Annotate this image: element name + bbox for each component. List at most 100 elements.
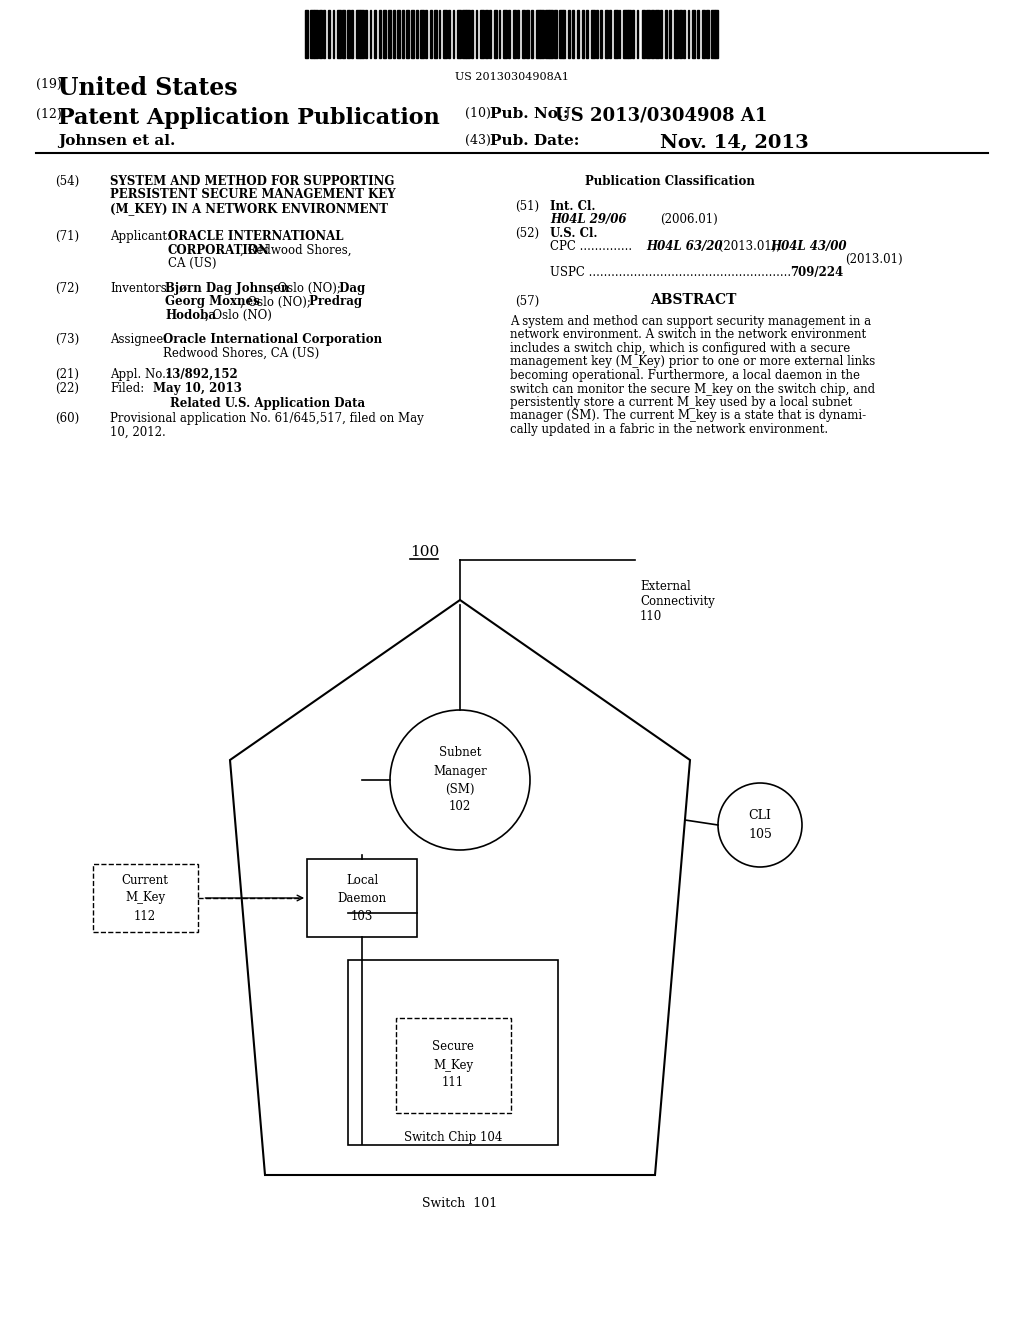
Bar bbox=[651, 11, 654, 58]
Text: May 10, 2013: May 10, 2013 bbox=[153, 381, 242, 395]
Text: Local
Daemon
103: Local Daemon 103 bbox=[338, 874, 387, 923]
Bar bbox=[471, 11, 473, 58]
Bar bbox=[438, 11, 440, 58]
Text: Appl. No.:: Appl. No.: bbox=[110, 368, 170, 381]
Text: US 2013/0304908 A1: US 2013/0304908 A1 bbox=[555, 107, 767, 125]
Bar bbox=[383, 11, 386, 58]
Text: (51): (51) bbox=[515, 201, 539, 213]
Bar bbox=[637, 11, 638, 58]
Text: CA (US): CA (US) bbox=[168, 257, 216, 271]
Text: (52): (52) bbox=[515, 227, 539, 240]
Text: U.S. Cl.: U.S. Cl. bbox=[550, 227, 597, 240]
Text: 100: 100 bbox=[410, 545, 439, 558]
Text: (10): (10) bbox=[465, 107, 490, 120]
Text: Applicant:: Applicant: bbox=[110, 230, 171, 243]
Text: Related U.S. Application Data: Related U.S. Application Data bbox=[170, 397, 366, 411]
Bar bbox=[679, 11, 682, 58]
Text: USPC ......................................................: USPC ...................................… bbox=[550, 267, 795, 279]
Text: Publication Classification: Publication Classification bbox=[585, 176, 755, 187]
Text: , Oslo (NO);: , Oslo (NO); bbox=[270, 282, 341, 294]
Text: Nov. 14, 2013: Nov. 14, 2013 bbox=[660, 135, 809, 152]
Bar bbox=[541, 11, 544, 58]
Bar bbox=[609, 11, 611, 58]
Bar bbox=[554, 11, 557, 58]
Text: Hodoba: Hodoba bbox=[165, 309, 216, 322]
Bar bbox=[480, 11, 483, 58]
Bar bbox=[351, 11, 352, 58]
Text: Provisional application No. 61/645,517, filed on May: Provisional application No. 61/645,517, … bbox=[110, 412, 424, 425]
Bar bbox=[508, 11, 510, 58]
Text: (2013.01): (2013.01) bbox=[845, 253, 902, 267]
Text: management key (M_Key) prior to one or more external links: management key (M_Key) prior to one or m… bbox=[510, 355, 876, 368]
Bar bbox=[457, 11, 462, 58]
Bar bbox=[711, 11, 715, 58]
Bar bbox=[453, 11, 454, 58]
Bar bbox=[346, 11, 350, 58]
Bar bbox=[716, 11, 718, 58]
Bar bbox=[628, 11, 632, 58]
Bar bbox=[374, 11, 376, 58]
Bar bbox=[401, 11, 403, 58]
Bar bbox=[307, 859, 417, 937]
Bar bbox=[411, 11, 414, 58]
Bar bbox=[475, 11, 477, 58]
Text: ORACLE INTERNATIONAL: ORACLE INTERNATIONAL bbox=[168, 230, 343, 243]
Bar bbox=[324, 11, 326, 58]
Text: , Redwood Shores,: , Redwood Shores, bbox=[240, 243, 351, 256]
Text: (57): (57) bbox=[515, 294, 540, 308]
Bar bbox=[484, 11, 487, 58]
Bar bbox=[503, 11, 507, 58]
Text: Current
M_Key
112: Current M_Key 112 bbox=[122, 874, 168, 923]
Text: (2006.01): (2006.01) bbox=[660, 213, 718, 226]
Text: (60): (60) bbox=[55, 412, 79, 425]
Text: H04L 43/00: H04L 43/00 bbox=[770, 240, 847, 253]
Bar bbox=[707, 11, 710, 58]
Text: cally updated in a fabric in the network environment.: cally updated in a fabric in the network… bbox=[510, 422, 828, 436]
Bar bbox=[342, 11, 345, 58]
Text: (21): (21) bbox=[55, 368, 79, 381]
Bar bbox=[563, 11, 565, 58]
Text: (M_KEY) IN A NETWORK ENVIRONMENT: (M_KEY) IN A NETWORK ENVIRONMENT bbox=[110, 202, 388, 215]
Bar bbox=[582, 11, 585, 58]
Bar bbox=[407, 11, 409, 58]
Text: , Oslo (NO): , Oslo (NO) bbox=[205, 309, 272, 322]
Text: H04L 29/06: H04L 29/06 bbox=[550, 213, 627, 226]
Text: SYSTEM AND METHOD FOR SUPPORTING: SYSTEM AND METHOD FOR SUPPORTING bbox=[110, 176, 394, 187]
Bar bbox=[462, 11, 466, 58]
Text: United States: United States bbox=[58, 77, 238, 100]
Text: ABSTRACT: ABSTRACT bbox=[650, 293, 736, 308]
Text: Oracle International Corporation: Oracle International Corporation bbox=[163, 333, 382, 346]
Text: External
Connectivity
110: External Connectivity 110 bbox=[640, 579, 715, 623]
Text: (22): (22) bbox=[55, 381, 79, 395]
Bar bbox=[429, 11, 432, 58]
Bar bbox=[466, 11, 470, 58]
Text: (71): (71) bbox=[55, 230, 79, 243]
Bar bbox=[365, 11, 367, 58]
Bar bbox=[348, 960, 558, 1144]
Bar bbox=[360, 11, 365, 58]
Text: becoming operational. Furthermore, a local daemon in the: becoming operational. Furthermore, a loc… bbox=[510, 370, 860, 381]
Bar bbox=[692, 11, 694, 58]
Bar bbox=[333, 11, 334, 58]
Bar bbox=[337, 11, 341, 58]
Text: persistently store a current M_key used by a local subnet: persistently store a current M_key used … bbox=[510, 396, 852, 409]
Bar bbox=[489, 11, 492, 58]
Bar bbox=[355, 11, 360, 58]
Text: (43): (43) bbox=[465, 135, 490, 147]
Text: Assignee:: Assignee: bbox=[110, 333, 167, 346]
Text: switch can monitor the secure M_key on the switch chip, and: switch can monitor the secure M_key on t… bbox=[510, 383, 876, 396]
Text: US 20130304908A1: US 20130304908A1 bbox=[455, 73, 569, 82]
Bar bbox=[550, 11, 553, 58]
Bar bbox=[605, 11, 607, 58]
Text: 10, 2012.: 10, 2012. bbox=[110, 425, 166, 438]
Text: Subnet
Manager
(SM)
102: Subnet Manager (SM) 102 bbox=[433, 747, 486, 813]
Bar bbox=[447, 11, 450, 58]
Bar bbox=[395, 1018, 511, 1113]
Bar bbox=[683, 11, 685, 58]
Bar bbox=[314, 11, 317, 58]
Bar bbox=[665, 11, 667, 58]
Bar bbox=[624, 11, 628, 58]
Bar bbox=[92, 865, 198, 932]
Bar bbox=[670, 11, 671, 58]
Text: (2013.01);: (2013.01); bbox=[715, 240, 784, 253]
